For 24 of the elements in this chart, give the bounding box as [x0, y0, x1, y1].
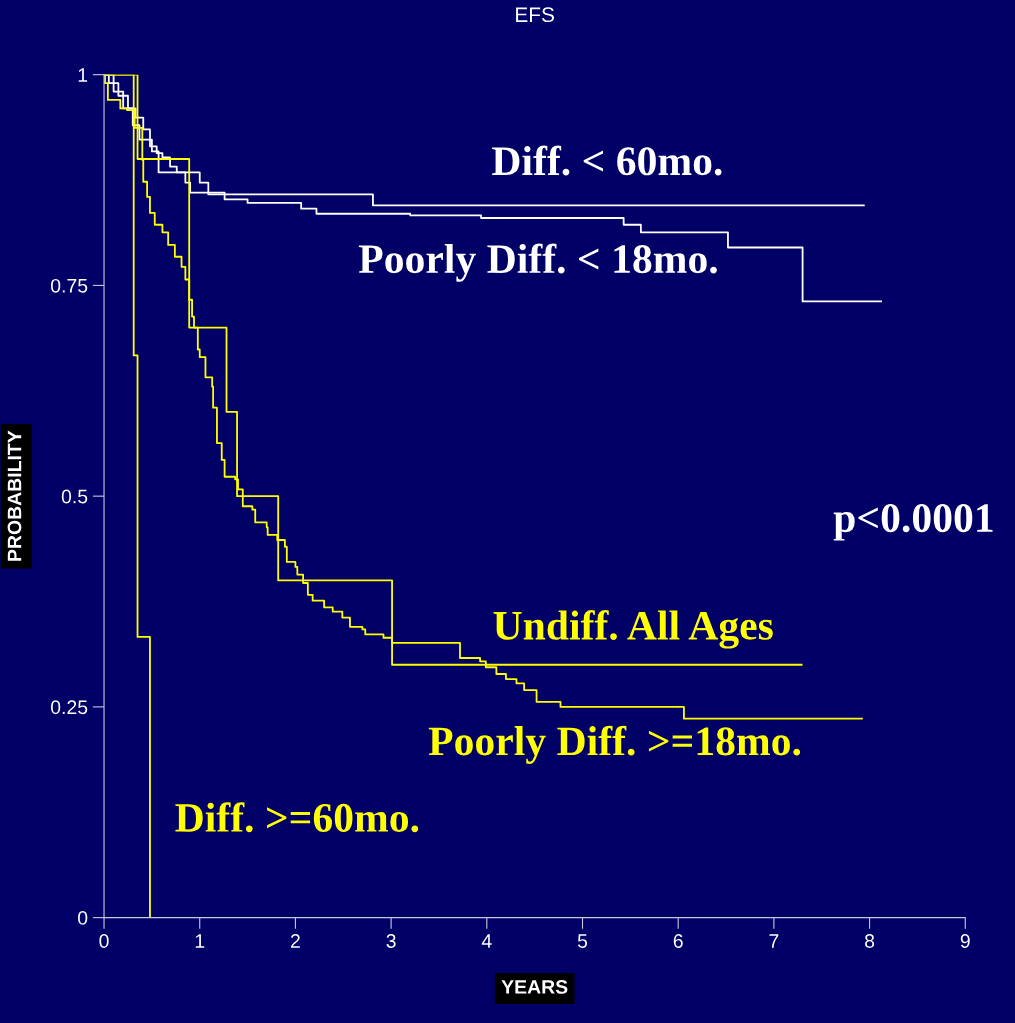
y-tick-label: 0.5 — [61, 489, 88, 504]
x-axis-title: YEARS — [501, 980, 568, 994]
y-tick-label: 0 — [78, 911, 88, 925]
x-tick-label: 5 — [577, 934, 588, 948]
annotation: p<0.0001 — [833, 504, 993, 541]
series-label: Diff. < 60mo. — [492, 145, 722, 176]
x-tick-label: 8 — [865, 934, 875, 948]
series-label: Diff. >=60mo. — [175, 802, 419, 833]
series-label: Poorly Diff. < 18mo. — [358, 243, 717, 282]
x-tick-label: 0 — [99, 934, 109, 948]
y-tick-label: 1 — [78, 68, 88, 82]
y-tick-label: 0.75 — [50, 278, 88, 293]
x-tick-label: 4 — [481, 934, 492, 948]
x-tick-label: 3 — [386, 934, 396, 948]
x-tick-label: 1 — [195, 934, 205, 948]
x-tick-label: 9 — [960, 934, 970, 948]
x-tick-label: 6 — [673, 934, 683, 948]
y-axis-title: PROBABILITY — [7, 430, 22, 561]
x-tick-label: 2 — [290, 934, 300, 948]
series-label: Undiff. All Ages — [493, 610, 773, 649]
x-tick-label: 7 — [769, 934, 779, 948]
chart-title: EFS — [516, 7, 554, 23]
series-label: Poorly Diff. >=18mo. — [428, 725, 801, 764]
y-tick-label: 0.25 — [50, 700, 88, 715]
